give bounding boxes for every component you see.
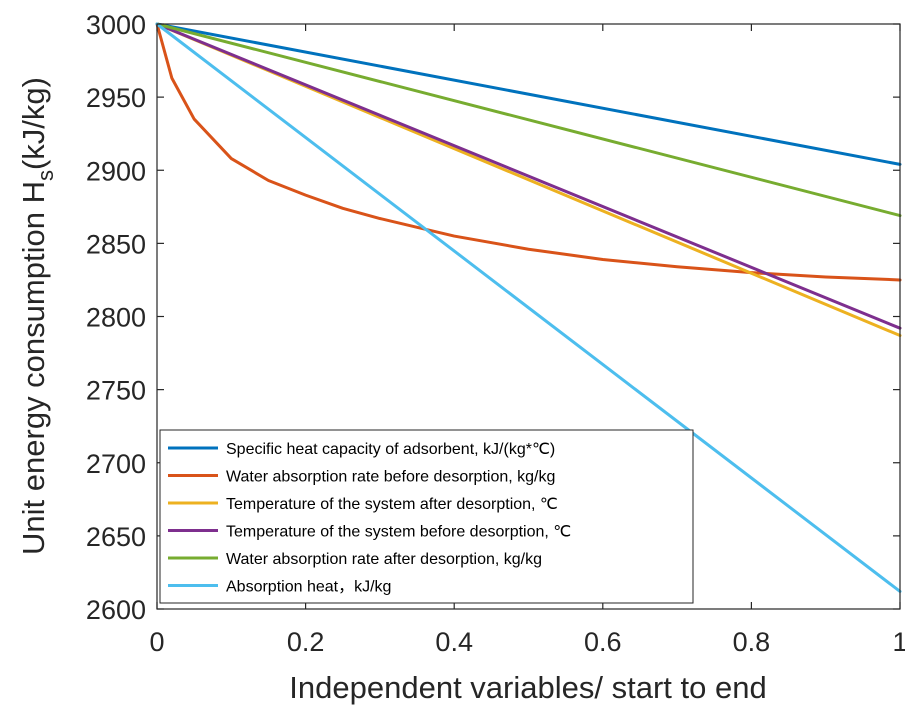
x-tick-label: 0 [149,627,164,657]
x-tick-label: 0.2 [287,627,325,657]
y-axis-title-subscript: s [33,170,58,181]
y-tick-label: 2900 [86,156,146,186]
y-tick-label: 2950 [86,83,146,113]
series-line-1 [155,22,902,166]
y-axis-title-main: Unit energy consumption H [16,181,51,555]
y-tick-label: 2700 [86,449,146,479]
legend-label-3: Temperature of the system after desorpti… [226,496,558,513]
legend-label-2: Water absorption rate before desorption,… [226,469,555,486]
y-tick-label: 2800 [86,303,146,333]
legend-items: Specific heat capacity of adsorbent, kJ/… [168,441,571,596]
y-tick-label: 2650 [86,522,146,552]
x-tick-label: 0.6 [584,627,622,657]
y-axis: 2600 2650 2700 2750 2800 2850 2900 2950 3000 [86,10,900,625]
y-tick-label: 3000 [86,10,146,40]
x-tick-label: 0.8 [733,627,771,657]
series-line-6 [155,22,902,593]
legend-label-4: Temperature of the system before desorpt… [226,524,571,541]
series-layer [155,22,902,593]
y-axis-title-unit: (kJ/kg) [16,77,51,170]
series-line-2 [155,22,902,282]
legend-label-5: Water absorption rate after desorption, … [226,551,542,568]
series-line-4 [155,22,902,330]
y-tick-label: 2600 [86,595,146,625]
series-line-5 [155,22,902,218]
x-tick-label: 1 [892,627,905,657]
x-axis: 0 0.2 0.4 0.6 0.8 1 [149,24,905,657]
legend-label-1: Specific heat capacity of adsorbent, kJ/… [226,441,555,458]
y-axis-title: Unit energy consumption Hs(kJ/kg) [16,77,58,555]
x-axis-title: Independent variables/ start to end [289,670,766,705]
legend-label-6: Absorption heat，kJ/kg [226,579,391,596]
y-tick-label: 2750 [86,376,146,406]
x-tick-label: 0.4 [435,627,473,657]
y-tick-label: 2850 [86,229,146,259]
legend-box [159,429,694,604]
legend: Specific heat capacity of adsorbent, kJ/… [159,429,694,604]
